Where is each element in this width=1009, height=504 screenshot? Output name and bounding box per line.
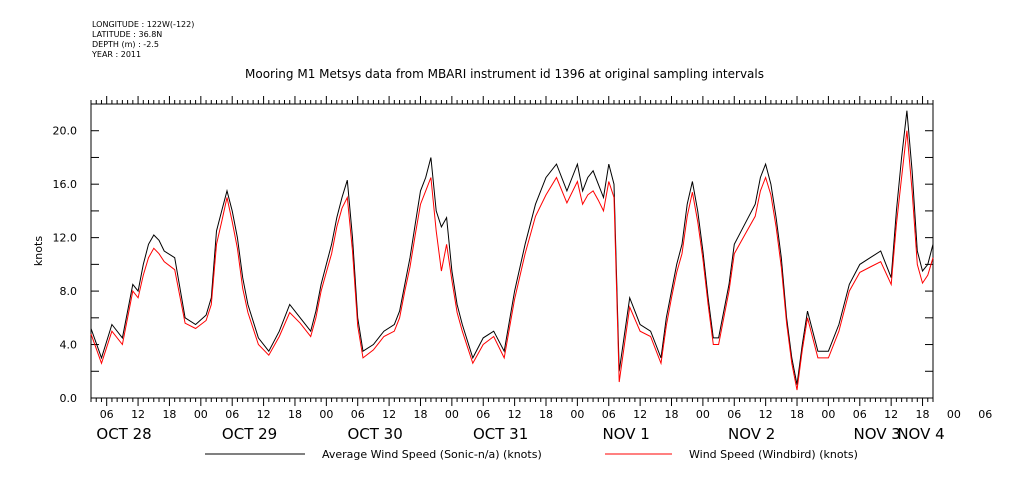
x-hour-label: 00 [194, 408, 208, 421]
x-hour-label: 12 [382, 408, 396, 421]
year-label: YEAR : 2011 [92, 50, 142, 59]
x-hour-label: 18 [790, 408, 804, 421]
y-tick-label: 16.0 [53, 178, 78, 191]
x-hour-label: 12 [759, 408, 773, 421]
x-hour-label: 06 [602, 408, 616, 421]
x-day-label: OCT 28 [96, 425, 151, 443]
latitude-label: LATITUDE : 36.8N [92, 30, 163, 39]
x-hour-label: 00 [696, 408, 710, 421]
x-hour-label: 06 [351, 408, 365, 421]
x-day-label: NOV 2 [728, 425, 775, 443]
x-hour-label: 18 [413, 408, 427, 421]
legend: Average Wind Speed (Sonic-n/a) (knots) Wi… [205, 448, 858, 461]
x-hour-label: 06 [978, 408, 992, 421]
x-hour-label: 18 [916, 408, 930, 421]
y-tick-label: 8.0 [60, 285, 78, 298]
x-hour-label: 12 [131, 408, 145, 421]
x-hour-label: 18 [539, 408, 553, 421]
x-hour-label: 18 [162, 408, 176, 421]
x-hour-label: 00 [821, 408, 835, 421]
y-tick-label: 20.0 [53, 125, 78, 138]
x-hour-label: 00 [947, 408, 961, 421]
x-hour-label: 18 [288, 408, 302, 421]
y-axis-label: knots [32, 236, 45, 266]
x-day-label: NOV 4 [897, 425, 944, 443]
legend-label: Average Wind Speed (Sonic-n/a) (knots) [322, 448, 542, 461]
x-hour-label: 06 [727, 408, 741, 421]
x-day-label: OCT 29 [222, 425, 277, 443]
longitude-label: LONGITUDE : 122W(-122) [92, 20, 195, 29]
x-hour-label: 00 [570, 408, 584, 421]
x-hour-label: 12 [884, 408, 898, 421]
y-axis: 0.0 4.0 8.0 12.0 16.0 20.0 [53, 103, 933, 405]
plot-frame [90, 103, 934, 399]
series-average-wind-speed-line [90, 110, 934, 385]
x-hour-label: 00 [319, 408, 333, 421]
x-hour-label: 00 [445, 408, 459, 421]
x-axis: 06 12 18 00 06 12 18 00 06 12 18 00 06 12 18 00 06 12 18 00… [90, 96, 992, 443]
x-hour-label: 06 [100, 408, 114, 421]
legend-label: Wind Speed (Windbird) (knots) [689, 448, 858, 461]
chart-title: Mooring M1 Metsys data from MBARI instru… [245, 67, 764, 81]
depth-label: DEPTH (m) : -2.5 [92, 40, 159, 49]
x-hour-label: 12 [633, 408, 647, 421]
y-tick-label: 4.0 [60, 339, 78, 352]
x-hour-label: 12 [508, 408, 522, 421]
y-tick-label: 12.0 [53, 232, 78, 245]
x-day-label: NOV 3 [853, 425, 900, 443]
series-windbird-wind-speed-line [90, 130, 934, 391]
x-hour-label: 12 [257, 408, 271, 421]
x-day-label: OCT 31 [473, 425, 528, 443]
x-hour-label: 18 [665, 408, 679, 421]
x-day-label: OCT 30 [347, 425, 402, 443]
x-hour-label: 06 [225, 408, 239, 421]
x-hour-label: 06 [476, 408, 490, 421]
x-day-label: NOV 1 [602, 425, 649, 443]
x-hour-label: 06 [853, 408, 867, 421]
series-layer [90, 110, 934, 391]
mooring-metadata: LONGITUDE : 122W(-122) LATITUDE : 36.8N … [92, 20, 194, 60]
y-tick-label: 0.0 [60, 392, 78, 405]
